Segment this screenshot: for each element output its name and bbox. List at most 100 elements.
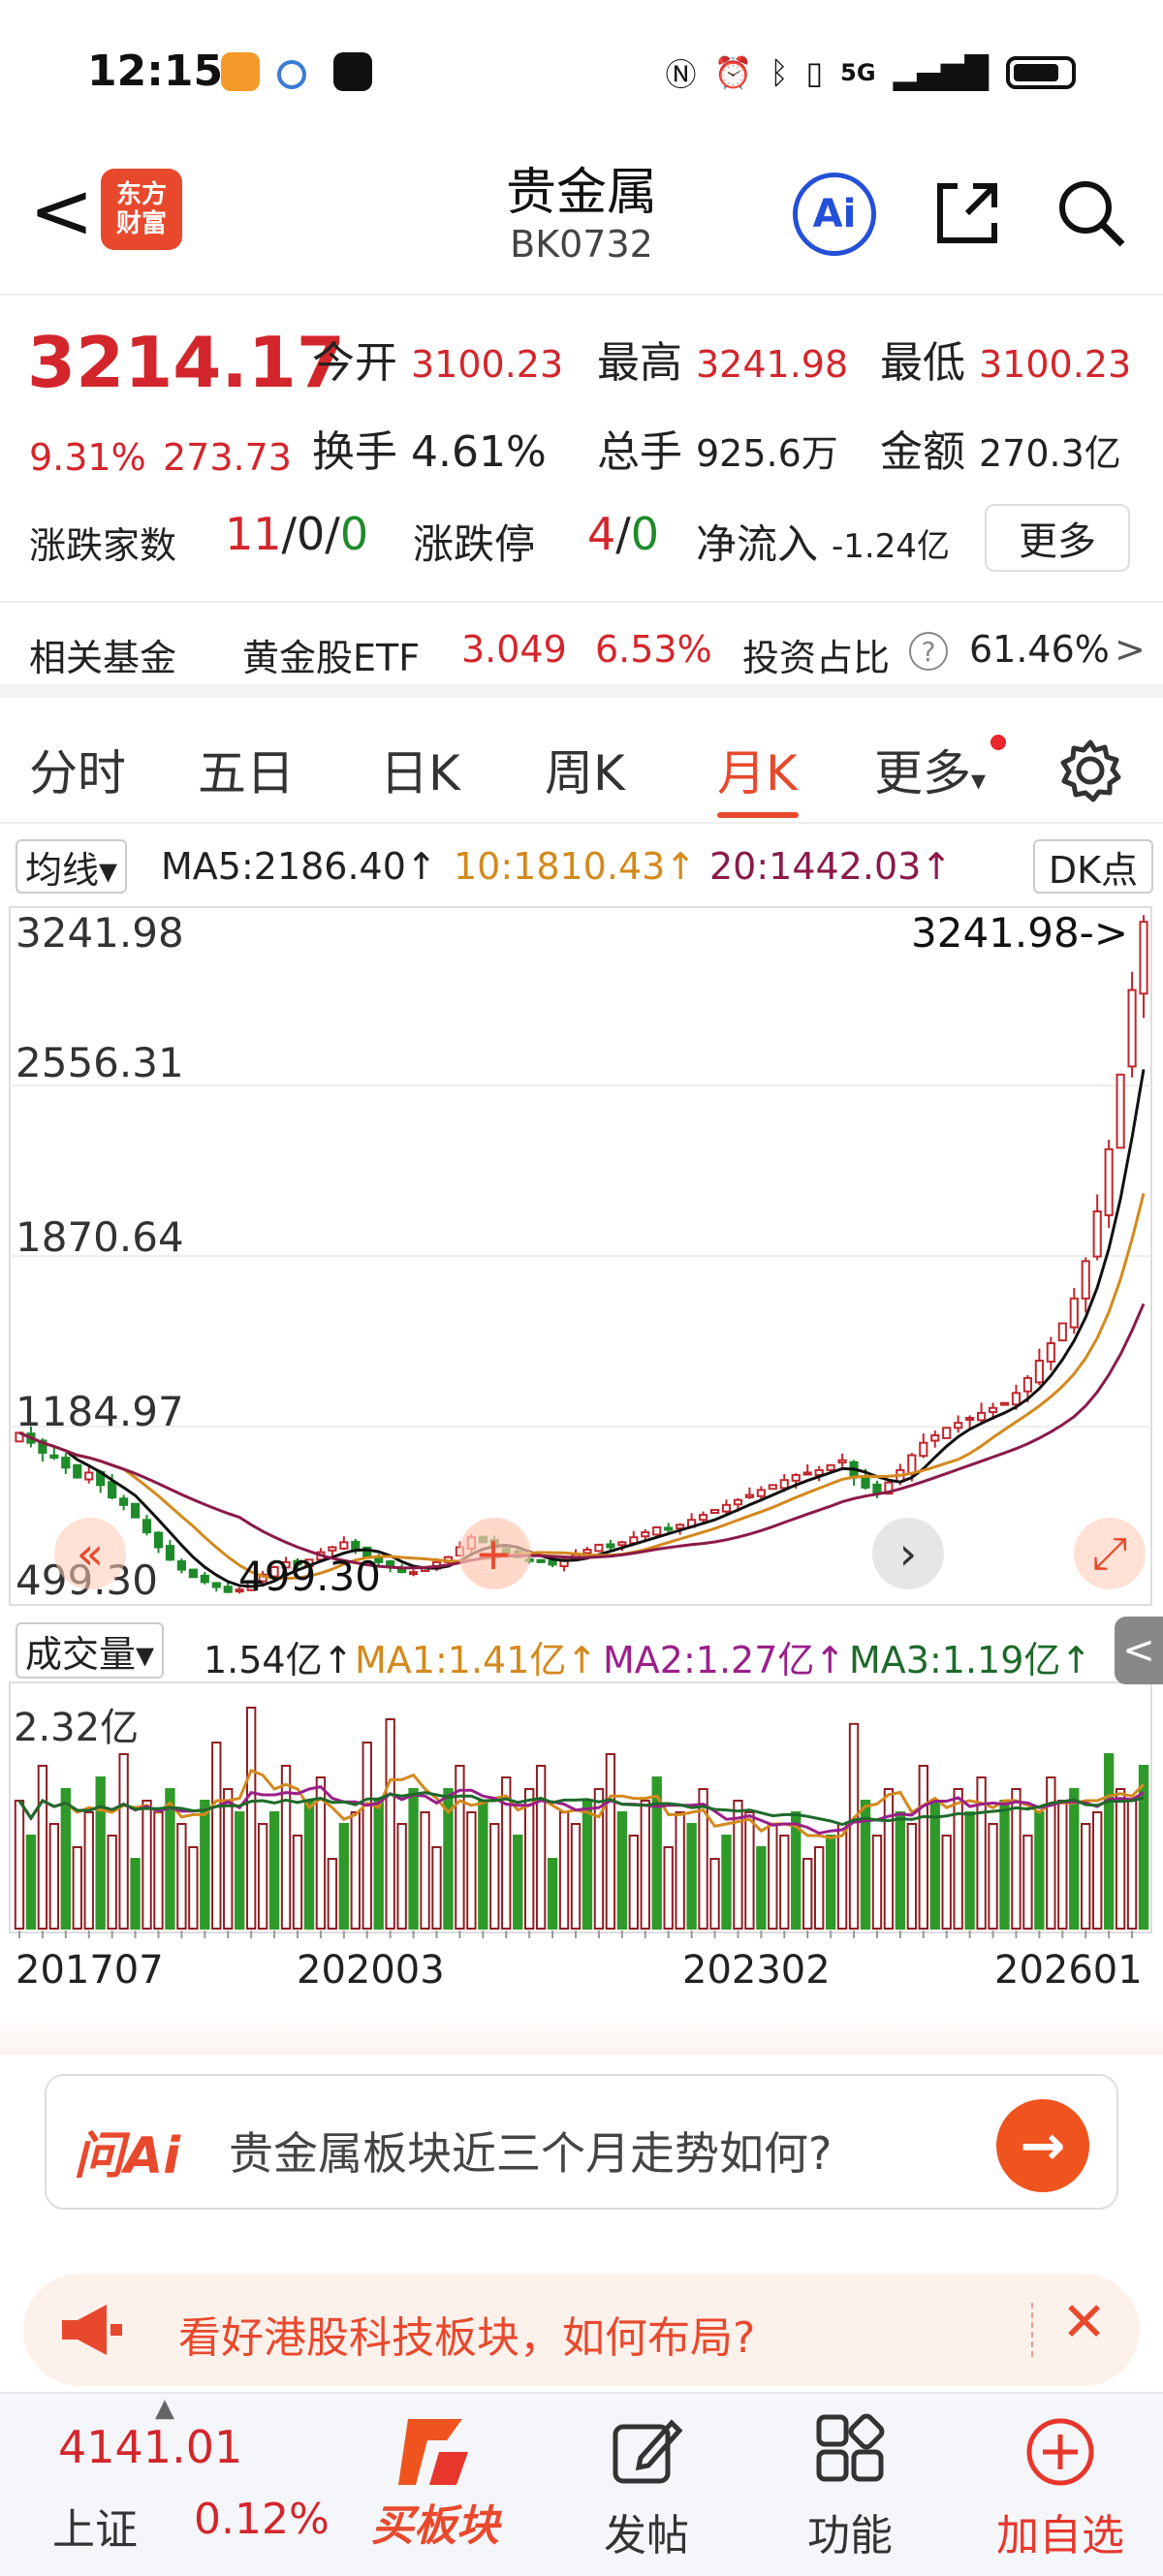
volume-value: 1.54亿↑: [204, 1639, 354, 1681]
candle-up: [281, 1560, 291, 1569]
scroll-left-icon[interactable]: «: [54, 1518, 126, 1589]
candle-up: [84, 1471, 94, 1481]
zoom-out-icon[interactable]: −: [459, 1518, 531, 1589]
candle-up: [930, 1433, 940, 1442]
breadth-down: 0: [339, 508, 369, 560]
more-stats-button[interactable]: 更多: [985, 504, 1130, 572]
tab-five-day[interactable]: 五日: [198, 745, 295, 801]
index-change[interactable]: 0.12%: [194, 2495, 330, 2544]
turnover-label: 换手: [312, 427, 397, 477]
volume-bar-up: [315, 1776, 327, 1930]
volume-bar-up: [292, 1835, 303, 1930]
index-name[interactable]: 上证: [52, 2505, 138, 2555]
candle-down: [176, 1559, 186, 1571]
candle-up: [269, 1566, 279, 1578]
fullscreen-icon[interactable]: ⤢: [1074, 1518, 1146, 1589]
panel-toggle-button[interactable]: <: [1115, 1617, 1163, 1684]
close-icon[interactable]: ✕: [1061, 2291, 1107, 2354]
fund-section-label: 相关基金: [29, 637, 177, 679]
limit-stat: 4/0: [587, 508, 659, 560]
volume-bar-down: [60, 1788, 72, 1930]
fund-name: 黄金股ETF: [242, 637, 421, 679]
tab-weekly-k[interactable]: 周K: [545, 745, 625, 801]
candle-up: [1011, 1392, 1022, 1406]
gear-icon[interactable]: [1056, 737, 1124, 804]
search-icon[interactable]: [1053, 174, 1130, 252]
volume-bar-up: [813, 1846, 825, 1930]
ai-assistant-button[interactable]: Ai: [793, 173, 876, 256]
volume-bar-up: [663, 1846, 674, 1930]
candle-up: [1104, 1147, 1114, 1216]
volume-bar-up: [211, 1742, 222, 1930]
ma-indicator-bar: 均线▾ MA5:2186.40↑ 10:1810.43↑ 20:1442.03↑…: [0, 835, 1163, 899]
arrow-right-icon[interactable]: →: [996, 2099, 1089, 2192]
promo-text[interactable]: 看好港股科技板块，如何布局?: [178, 2313, 756, 2363]
volume-bar-down: [964, 1811, 975, 1930]
add-circle-icon: [1026, 2418, 1094, 2486]
volume-bar-up: [871, 1835, 883, 1930]
amount-label: 金额: [880, 427, 965, 477]
promo-separator: [1031, 2303, 1033, 2357]
status-icons: Ⓝ ⏰ ᛒ ▯ 5G ▂▄▆█: [665, 50, 1076, 95]
tab-intraday[interactable]: 分时: [29, 745, 126, 801]
volume-selector[interactable]: 成交量▾: [16, 1622, 165, 1679]
back-button[interactable]: <: [29, 166, 95, 256]
tab-more-label: 更多: [874, 745, 971, 801]
buy-sector-button[interactable]: 买板块: [362, 2413, 508, 2553]
volume-bar-up: [675, 1811, 685, 1930]
netflow-value: -1.24亿: [832, 527, 950, 566]
tab-daily-k[interactable]: 日K: [380, 745, 460, 801]
candle-down: [872, 1483, 882, 1494]
scroll-right-icon[interactable]: ›: [872, 1518, 944, 1589]
volume-bar-up: [836, 1823, 848, 1930]
candle-down: [351, 1540, 361, 1552]
candle-down: [188, 1568, 198, 1579]
volume-bar-down: [1069, 1788, 1080, 1930]
tab-monthly-k[interactable]: 月K: [717, 745, 798, 801]
status-bar: 12:15 Ⓝ ⏰ ᛒ ▯ 5G ▂▄▆█: [0, 0, 1163, 145]
add-watchlist-button[interactable]: 加自选: [983, 2413, 1138, 2562]
volume-bar-up: [523, 1788, 535, 1930]
volume-bar-up: [327, 1858, 338, 1930]
dk-point-button[interactable]: DK点: [1032, 839, 1153, 894]
candle-down: [49, 1454, 59, 1460]
volume-bar-up: [385, 1718, 395, 1930]
cloud-notification-icon: [277, 60, 306, 89]
zoom-in-icon[interactable]: +: [457, 1518, 529, 1589]
functions-button[interactable]: 功能: [777, 2413, 923, 2562]
promo-banner[interactable]: 看好港股科技板块，如何布局? ✕: [23, 2274, 1140, 2386]
volume-bar-up: [1126, 1800, 1138, 1930]
ask-ai-question[interactable]: 贵金属板块近三个月走势如何?: [229, 2127, 833, 2180]
related-fund-row[interactable]: 相关基金 黄金股ETF 3.049 6.53% 投资占比 ? 61.46% >: [0, 601, 1163, 698]
index-value[interactable]: 4141.01: [58, 2421, 243, 2473]
ask-ai-box[interactable]: 问Ai 贵金属板块近三个月走势如何? →: [45, 2074, 1118, 2210]
high-stat: 最高 3241.98: [597, 328, 848, 390]
high-label: 最高: [597, 338, 682, 388]
caret-down-icon: ▾: [971, 764, 987, 798]
post-button[interactable]: 发帖: [574, 2413, 719, 2562]
open-stat: 今开 3100.23: [312, 328, 563, 390]
section-divider: [0, 2016, 1163, 2055]
volume-bar-up: [733, 1800, 743, 1930]
volume-y-top: 2.32亿: [14, 1706, 140, 1750]
volume-bar-down: [616, 1811, 628, 1930]
ma-selector[interactable]: 均线▾: [16, 839, 128, 894]
bluetooth-icon: ᛒ: [770, 54, 789, 91]
candle-down: [536, 1558, 546, 1563]
volume-bar-up: [1011, 1788, 1022, 1930]
tab-more[interactable]: 更多▾: [874, 735, 986, 804]
candle-down: [211, 1582, 221, 1588]
volume-bar-up: [1046, 1776, 1056, 1930]
active-tab-underline: [717, 812, 799, 818]
volume-stat: 总手 925.6万: [597, 417, 838, 479]
volume-bar-down: [1103, 1753, 1115, 1930]
candle-up: [768, 1484, 777, 1491]
volume-ma1: MA1:1.41亿↑: [355, 1639, 598, 1681]
volume-bar-down: [1034, 1811, 1045, 1930]
share-icon[interactable]: [928, 174, 1006, 252]
volume-bar-up: [535, 1765, 547, 1930]
help-icon[interactable]: ?: [909, 632, 948, 671]
kline-chart-area[interactable]: 3241.98 2556.31 1870.64 1184.97 499.30 3…: [0, 901, 1163, 1967]
candle-up: [1081, 1260, 1090, 1300]
candle-up: [641, 1531, 650, 1538]
